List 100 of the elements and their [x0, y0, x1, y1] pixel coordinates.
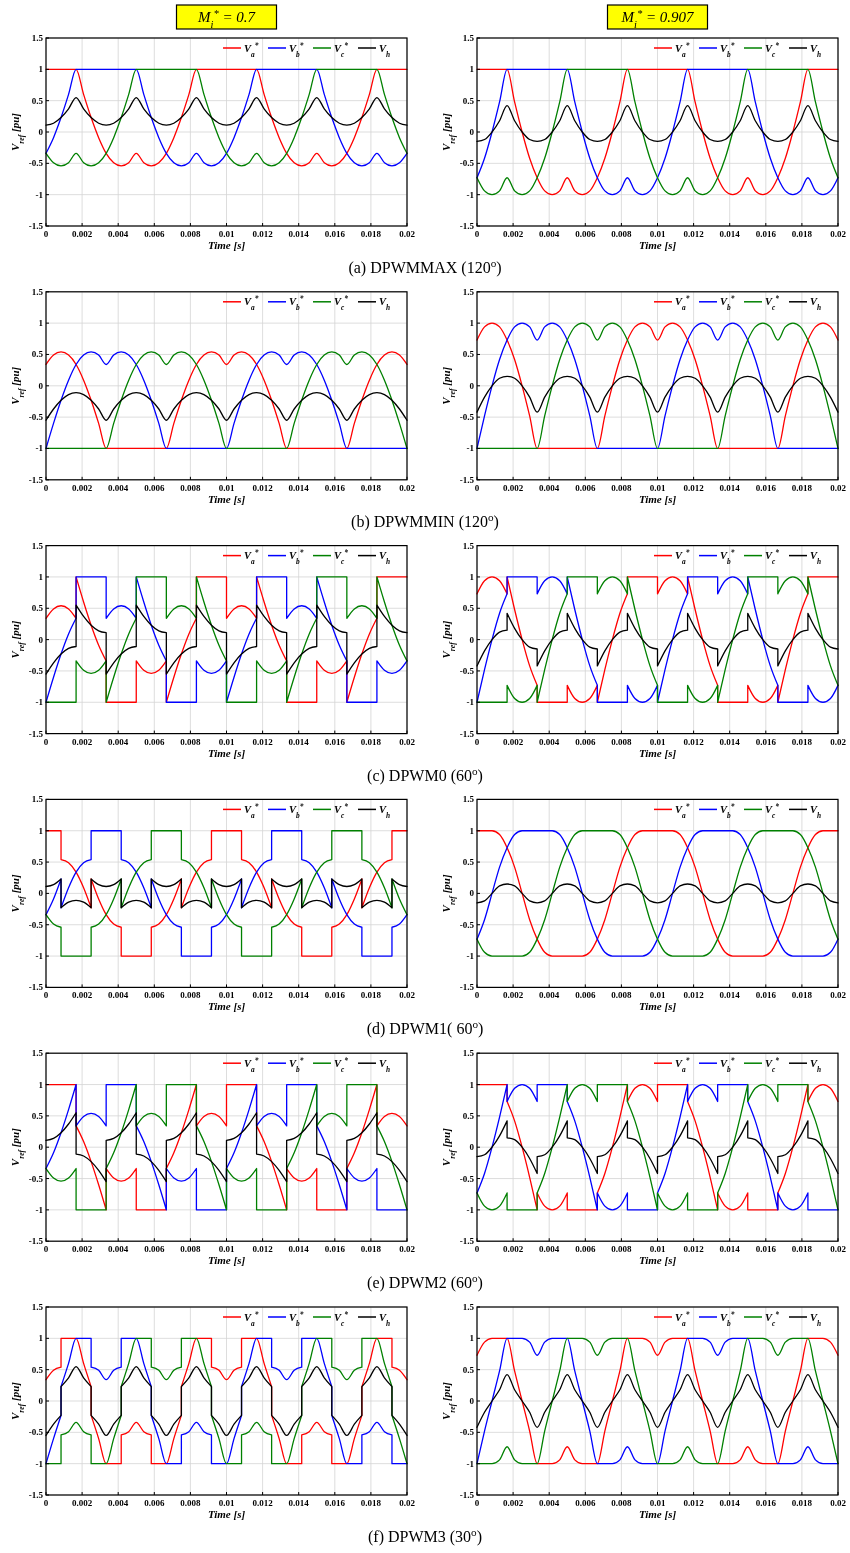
y-tick-label: 1 — [38, 571, 44, 582]
x-axis-title: Time [s] — [638, 1508, 677, 1520]
legend-label: V$_{h}$ — [379, 1057, 391, 1074]
x-tick-label: 0.01 — [649, 990, 666, 1001]
x-tick-label: 0.008 — [611, 229, 633, 239]
x-tick-label: 0.014 — [719, 1498, 741, 1508]
x-tick-label: 0.004 — [539, 736, 560, 747]
x-tick-label: 0.02 — [830, 229, 847, 239]
x-tick-label: 0.014 — [719, 990, 741, 1001]
x-tick-label: 0.02 — [399, 1244, 416, 1255]
chart-title: M$_{i}$$^{*}$ = 0.907 — [620, 7, 696, 30]
x-tick-label: 0.002 — [502, 1498, 524, 1508]
line-series — [45, 68, 408, 167]
y-tick-label: 0.5 — [31, 95, 44, 106]
x-tick-label: 0.008 — [611, 736, 633, 747]
x-tick-label: 0.01 — [649, 1498, 666, 1508]
legend-label: V$_{h}$ — [810, 1057, 822, 1074]
x-tick-label: 0.008 — [180, 736, 202, 747]
y-tick-label: -1 — [35, 1204, 44, 1215]
x-tick-label: 0.006 — [575, 482, 596, 493]
x-tick-label: 0.008 — [180, 1244, 202, 1255]
x-tick-label: 0.014 — [719, 229, 741, 239]
y-tick-label: 1.5 — [31, 286, 44, 297]
y-tick-label: -1.5 — [28, 982, 44, 993]
legend-label: V$_{h}$ — [810, 296, 822, 312]
x-tick-label: 0.012 — [252, 482, 274, 493]
x-tick-label: 0.002 — [71, 1244, 93, 1255]
x-tick-label: 0.02 — [830, 1244, 847, 1255]
y-tick-label: 1 — [38, 825, 44, 836]
x-tick-label: 0.002 — [71, 229, 93, 239]
legend-label: V$_{h}$ — [379, 296, 391, 312]
y-tick-label: 0 — [469, 888, 475, 899]
y-tick-label: 0.5 — [462, 95, 475, 106]
y-tick-label: 0 — [469, 634, 475, 645]
y-tick-label: 0.5 — [31, 1110, 44, 1121]
x-tick-label: 0.018 — [360, 482, 382, 493]
y-tick-label: -0.5 — [459, 1173, 475, 1184]
x-tick-label: 0.012 — [252, 229, 274, 239]
y-tick-label: 0 — [38, 127, 44, 137]
y-tick-label: -1.5 — [28, 474, 44, 485]
y-tick-label: 1 — [38, 318, 44, 329]
x-tick-label: 0.012 — [683, 736, 705, 747]
legend-label: V$_{h}$ — [379, 42, 391, 58]
legend-label: V$_{h}$ — [810, 550, 822, 566]
y-tick-label: 0.5 — [31, 857, 44, 868]
x-axis-title: Time [s] — [207, 1508, 246, 1520]
legend-label: V$_{h}$ — [379, 1311, 391, 1327]
y-tick-label: -1.5 — [459, 728, 475, 739]
y-tick-label: -0.5 — [28, 158, 44, 169]
x-tick-label: 0.01 — [218, 229, 235, 239]
y-tick-label: 1 — [469, 571, 475, 582]
x-tick-label: 0.014 — [288, 1244, 310, 1255]
x-tick-label: 0.012 — [683, 990, 705, 1001]
x-tick-label: 0.006 — [575, 1498, 596, 1508]
y-tick-label: -1 — [466, 1458, 475, 1469]
y-tick-label: 0.5 — [31, 349, 44, 360]
x-tick-label: 0.008 — [180, 229, 202, 239]
y-tick-label: 1.5 — [31, 540, 44, 551]
y-tick-label: -1.5 — [459, 1236, 475, 1247]
x-tick-label: 0.02 — [399, 229, 416, 239]
y-tick-label: 0.5 — [462, 349, 475, 360]
x-tick-label: 0.02 — [399, 990, 416, 1001]
x-tick-label: 0.012 — [252, 1498, 274, 1508]
y-tick-label: 1 — [469, 1079, 475, 1090]
x-tick-label: 0.02 — [399, 482, 416, 493]
x-tick-label: 0.018 — [791, 1498, 813, 1508]
x-axis-title: Time [s] — [207, 746, 246, 759]
x-tick-label: 0.02 — [399, 1498, 416, 1508]
x-tick-label: 0.016 — [755, 229, 777, 239]
x-tick-label: 0.01 — [218, 1244, 235, 1255]
line-series — [45, 1083, 408, 1211]
x-tick-label: 0.016 — [755, 736, 777, 747]
x-tick-label: 0.006 — [575, 1244, 596, 1255]
line-series — [476, 830, 839, 957]
x-tick-label: 0.002 — [71, 990, 93, 1001]
x-tick-label: 0.012 — [683, 1498, 705, 1508]
line-series — [476, 576, 839, 703]
x-tick-label: 0.002 — [502, 482, 524, 493]
x-tick-label: 0.004 — [539, 1244, 560, 1255]
legend-label: V$_{h}$ — [810, 42, 822, 58]
y-tick-label: 1.5 — [462, 286, 475, 297]
y-tick-label: 1.5 — [31, 33, 44, 43]
y-tick-label: 0.5 — [462, 603, 475, 614]
x-tick-label: 0.002 — [502, 990, 524, 1001]
y-tick-label: 0.5 — [462, 857, 475, 868]
x-tick-label: 0.004 — [108, 736, 129, 747]
text: (f) DPWM3 (30$^{o}$) — [367, 1526, 483, 1546]
x-tick-label: 0.002 — [502, 1244, 524, 1255]
line-series — [45, 351, 408, 450]
y-tick-label: 0 — [469, 1142, 475, 1153]
x-tick-label: 0.006 — [144, 990, 165, 1001]
y-tick-label: -1.5 — [459, 221, 475, 231]
x-tick-label: 0.016 — [755, 990, 777, 1001]
y-tick-label: -1 — [35, 1458, 44, 1469]
x-axis-title: Time [s] — [638, 1254, 677, 1267]
legend-label: V$_{h}$ — [810, 803, 822, 820]
text: (c) DPWM0 (60$^{o}$) — [367, 764, 483, 785]
x-tick-label: 0.014 — [719, 482, 741, 493]
y-tick-label: 0 — [469, 127, 475, 137]
y-tick-label: -0.5 — [459, 412, 475, 423]
